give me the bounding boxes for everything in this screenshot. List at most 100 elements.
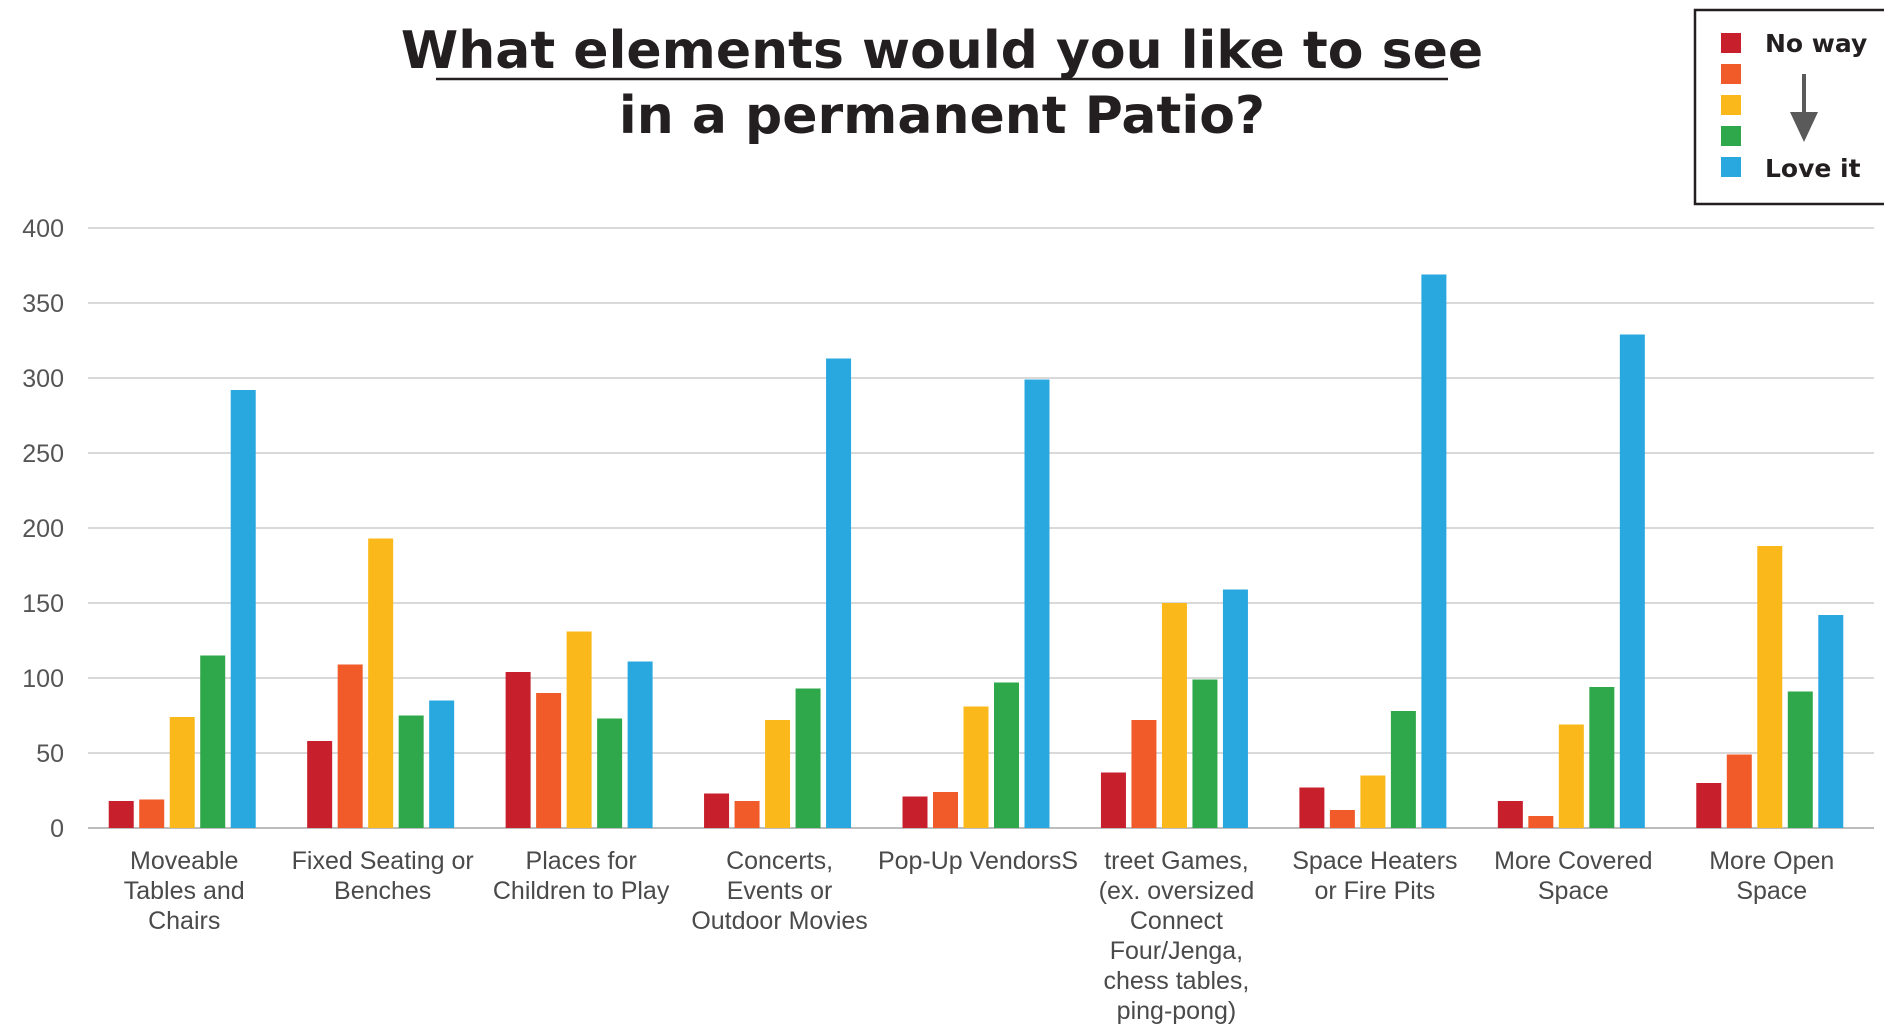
bar (1497, 801, 1523, 828)
x-category-label-line: Chairs (148, 907, 220, 935)
x-category-label-line: Four/Jenga, (1110, 937, 1243, 965)
down-arrow-icon (1790, 74, 1818, 142)
bar (1528, 816, 1554, 828)
bar (826, 358, 852, 828)
x-category-label-line: (ex. oversized (1099, 877, 1255, 905)
bar (230, 390, 256, 828)
bar (1299, 787, 1325, 828)
bar (1024, 379, 1050, 828)
bar (795, 688, 821, 828)
x-category-label-line: Events or (727, 877, 833, 905)
legend-label-no-way: No way (1765, 29, 1867, 58)
bar (1222, 589, 1248, 828)
bar (1589, 687, 1615, 828)
y-tick-label: 350 (22, 290, 64, 318)
x-category-label-line: Pop-Up VendorsS (878, 847, 1078, 875)
bar (505, 672, 531, 828)
y-axis-ticks: 0 50 100 150 200 250 300 350 400 (22, 215, 64, 843)
x-category-label-line: More Open (1709, 847, 1834, 875)
bar (139, 799, 165, 828)
chart-title: What elements would you like to see in a… (401, 21, 1483, 146)
x-category-label-line: Connect (1130, 907, 1223, 935)
bar (1696, 783, 1722, 828)
x-category-label-line: Children to Play (493, 877, 670, 905)
bar (994, 682, 1019, 828)
legend-swatches (1721, 33, 1741, 177)
legend-swatch (1721, 95, 1741, 115)
x-category-label: Pop-Up VendorsS (878, 847, 1078, 875)
bar (169, 717, 195, 828)
x-category-label-line: Places for (526, 847, 637, 875)
bar (307, 741, 333, 828)
x-category-label-line: ping-pong) (1117, 997, 1237, 1025)
x-category-label-line: chess tables, (1103, 967, 1249, 995)
bar (1390, 711, 1416, 828)
legend: No way Love it (1693, 8, 1884, 206)
legend-swatch (1721, 157, 1741, 177)
x-category-label-line: Space (1538, 877, 1609, 905)
y-tick-label: 250 (22, 440, 64, 468)
y-tick-label: 0 (50, 815, 64, 843)
bar (398, 715, 424, 828)
x-category-label-line: Concerts, (726, 847, 833, 875)
bar (734, 801, 760, 828)
bar (597, 718, 623, 828)
legend-label-love-it: Love it (1765, 154, 1861, 183)
x-category-label-line: Tables and (124, 877, 245, 905)
bar (337, 664, 363, 828)
x-category-label-line: More Covered (1494, 847, 1652, 875)
bar (368, 538, 394, 828)
y-tick-label: 200 (22, 515, 64, 543)
bar (1360, 775, 1386, 828)
bar (566, 631, 592, 828)
x-category-label-line: treet Games, (1104, 847, 1249, 875)
bar (429, 700, 455, 828)
x-category-label-line: Outdoor Movies (691, 907, 867, 935)
bar (108, 801, 134, 828)
x-category-label-line: Benches (334, 877, 431, 905)
bar (1757, 546, 1783, 828)
legend-swatch (1721, 33, 1741, 53)
bar (536, 693, 562, 828)
x-category-label-line: or Fire Pits (1314, 877, 1435, 905)
y-tick-label: 400 (22, 215, 64, 243)
bar (1329, 810, 1355, 828)
bar (1726, 754, 1752, 828)
x-category-label-line: Moveable (130, 847, 238, 875)
bar (200, 655, 226, 828)
y-tick-label: 50 (36, 740, 64, 768)
bars (108, 274, 1844, 828)
y-tick-label: 150 (22, 590, 64, 618)
x-category-label-line: Space Heaters (1292, 847, 1457, 875)
bar (1161, 603, 1187, 828)
legend-swatch (1721, 126, 1741, 146)
legend-swatch (1721, 64, 1741, 84)
bar (1558, 724, 1584, 828)
bar (1100, 772, 1126, 828)
bar (704, 793, 730, 828)
bar (765, 720, 791, 828)
bar (963, 706, 989, 828)
bar (1619, 334, 1645, 828)
bar (933, 792, 958, 828)
bar (1131, 720, 1157, 828)
bar (1818, 615, 1844, 828)
bar (627, 661, 653, 828)
bar (1421, 274, 1447, 828)
y-tick-label: 300 (22, 365, 64, 393)
chart-title-line-1: What elements would you like to see (401, 21, 1483, 81)
chart-title-line-2: in a permanent Patio? (619, 86, 1265, 146)
x-category-label-line: Fixed Seating or (292, 847, 474, 875)
y-tick-label: 100 (22, 665, 64, 693)
bar (1192, 679, 1218, 828)
bar (902, 796, 928, 828)
